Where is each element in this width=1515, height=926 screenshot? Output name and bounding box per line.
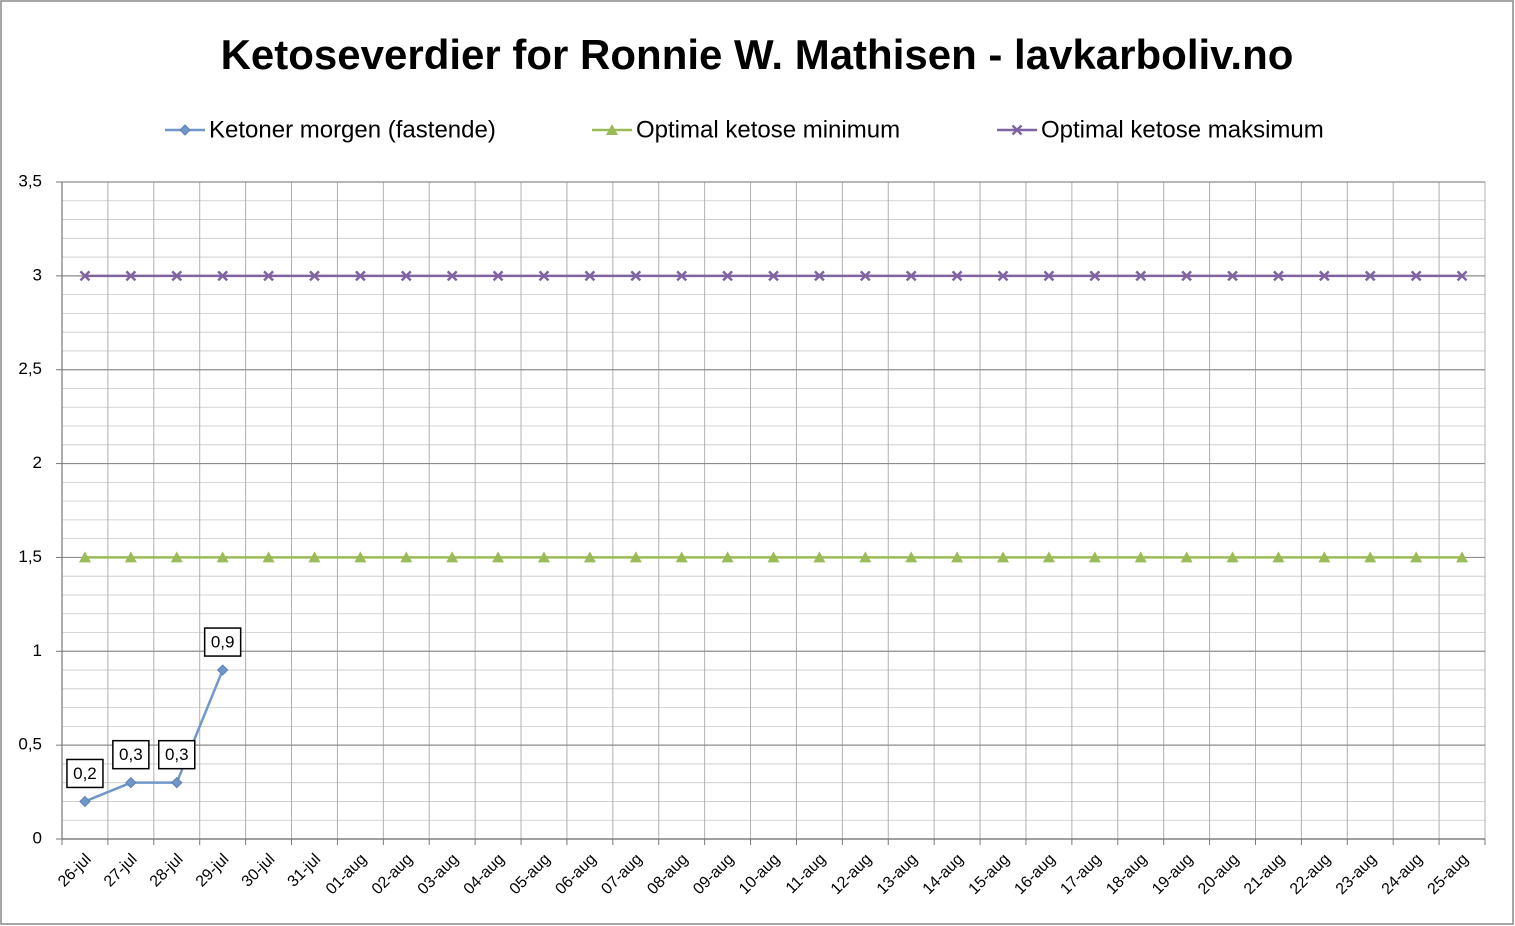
- marker: [263, 270, 274, 282]
- y-tick-label: 0: [33, 828, 42, 847]
- marker: [1180, 551, 1193, 563]
- legend-label: Ketoner morgen (fastende): [209, 116, 496, 143]
- marker: [1042, 551, 1055, 563]
- y-tick-label: 2,5: [18, 359, 42, 378]
- marker: [629, 551, 642, 563]
- y-tick-label: 0,5: [18, 735, 42, 754]
- legend-label: Optimal ketose maksimum: [1041, 116, 1324, 143]
- marker: [721, 551, 734, 563]
- marker: [308, 551, 321, 563]
- data-label: 0,3: [165, 745, 189, 764]
- y-tick-label: 1: [33, 641, 42, 660]
- legend-label: Optimal ketose minimum: [636, 116, 900, 143]
- marker: [124, 551, 137, 563]
- y-tick-label: 3: [33, 265, 42, 284]
- marker: [951, 551, 964, 563]
- marker: [170, 551, 183, 563]
- legend-item: Ketoner morgen (fastende): [165, 116, 496, 143]
- marker: [1272, 551, 1285, 563]
- marker: [125, 776, 137, 789]
- marker: [446, 551, 459, 563]
- series-line: [84, 669, 224, 803]
- marker: [1181, 270, 1193, 282]
- marker: [859, 270, 871, 282]
- marker: [216, 664, 229, 676]
- marker: [1011, 124, 1023, 136]
- marker: [79, 795, 91, 808]
- marker: [79, 270, 91, 282]
- marker: [171, 270, 183, 282]
- marker: [217, 270, 229, 282]
- marker: [78, 551, 91, 563]
- marker: [1089, 270, 1101, 282]
- marker: [446, 270, 458, 282]
- marker: [1273, 270, 1284, 282]
- marker: [859, 551, 872, 563]
- marker: [1456, 551, 1469, 563]
- marker: [538, 270, 550, 282]
- marker: [951, 270, 963, 282]
- marker: [1088, 551, 1101, 563]
- marker: [997, 270, 1009, 282]
- data-label: 0,9: [211, 633, 235, 652]
- marker: [1318, 270, 1330, 282]
- marker: [400, 551, 413, 563]
- marker: [537, 551, 550, 563]
- marker: [1318, 551, 1331, 563]
- marker: [997, 551, 1010, 563]
- marker: [1364, 551, 1377, 563]
- marker: [492, 551, 505, 563]
- marker: [1043, 270, 1055, 282]
- marker: [1134, 551, 1147, 563]
- marker: [1135, 270, 1147, 282]
- marker: [630, 270, 642, 282]
- marker: [1226, 551, 1239, 563]
- marker: [905, 270, 917, 282]
- marker: [1410, 551, 1423, 563]
- marker: [606, 124, 618, 135]
- marker: [675, 551, 688, 563]
- data-label: 0,2: [73, 764, 97, 783]
- marker: [583, 551, 596, 563]
- marker: [584, 270, 596, 282]
- data-label: 0,3: [119, 745, 143, 764]
- marker: [676, 270, 688, 282]
- legend-item: Optimal ketose minimum: [592, 116, 900, 143]
- marker: [905, 551, 918, 563]
- data-label-box: [203, 627, 242, 657]
- marker: [767, 551, 780, 563]
- marker: [400, 270, 412, 282]
- marker: [1456, 270, 1468, 282]
- legend-item: Optimal ketose maksimum: [997, 116, 1324, 143]
- chart-title: Ketoseverdier for Ronnie W. Mathisen - l…: [221, 31, 1294, 78]
- marker: [768, 270, 779, 282]
- marker: [813, 551, 826, 563]
- marker: [354, 270, 366, 282]
- y-tick-label: 1,5: [18, 547, 42, 566]
- marker: [354, 551, 367, 563]
- marker: [1364, 270, 1376, 282]
- marker: [1227, 270, 1238, 282]
- marker: [722, 270, 733, 282]
- y-tick-label: 2: [33, 453, 42, 472]
- y-tick-label: 3,5: [18, 171, 42, 190]
- marker: [179, 124, 191, 136]
- marker: [1410, 270, 1422, 282]
- marker: [492, 270, 504, 282]
- data-label-box: [112, 739, 150, 770]
- marker: [216, 551, 229, 563]
- marker: [262, 551, 275, 563]
- data-label-box: [158, 739, 196, 770]
- marker: [814, 270, 825, 282]
- marker: [309, 270, 320, 282]
- marker: [171, 776, 183, 789]
- data-label-box: [66, 758, 104, 789]
- marker: [125, 270, 137, 282]
